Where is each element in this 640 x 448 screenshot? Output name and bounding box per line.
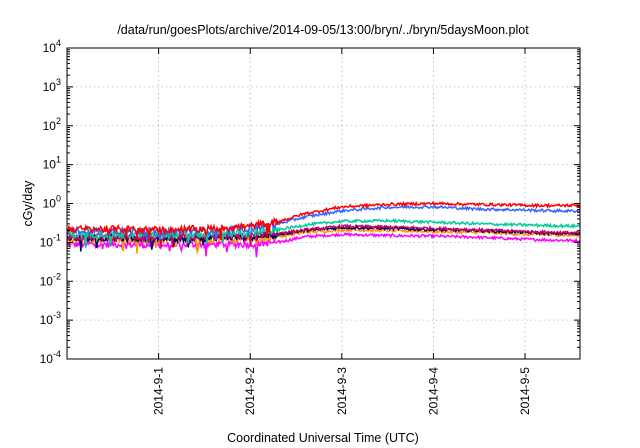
series-group [66,200,581,258]
series-line-3 [66,223,581,248]
y-tick-label: 104 [43,38,61,55]
x-axis-label: Coordinated Universal Time (UTC) [227,431,419,445]
series-line-1 [66,226,581,255]
y-tick-label: 10-2 [40,271,61,288]
x-tick-labels: 2014-9-1 2014-9-2 2014-9-3 2014-9-4 2014-9-5 [152,367,532,415]
y-tick-label: 102 [43,116,61,133]
x-tick-label: 2014-9-2 [243,367,257,415]
series-line-4 [66,217,581,248]
grid [67,48,580,359]
x-tick-label: 2014-9-3 [335,367,349,415]
series-line-6 [66,200,581,242]
chart-title: /data/run/goesPlots/archive/2014-09-05/1… [117,23,529,37]
y-tick-label: 101 [43,155,61,172]
y-axis-label: cGy/day [21,180,35,227]
x-tick-label: 2014-9-1 [152,367,166,415]
y-tick-label: 10-1 [40,232,61,249]
y-tick-label: 10-3 [40,310,61,327]
y-tick-label: 100 [43,194,61,211]
x-tick-label: 2014-9-4 [426,367,440,415]
y-tick-labels: 10-4 10-3 10-2 10-1 100 101 102 103 104 [40,38,61,366]
tick-group [67,47,580,360]
y-tick-label: 103 [43,77,61,94]
y-tick-label: 10-4 [40,349,61,366]
x-tick-label: 2014-9-5 [518,367,532,415]
